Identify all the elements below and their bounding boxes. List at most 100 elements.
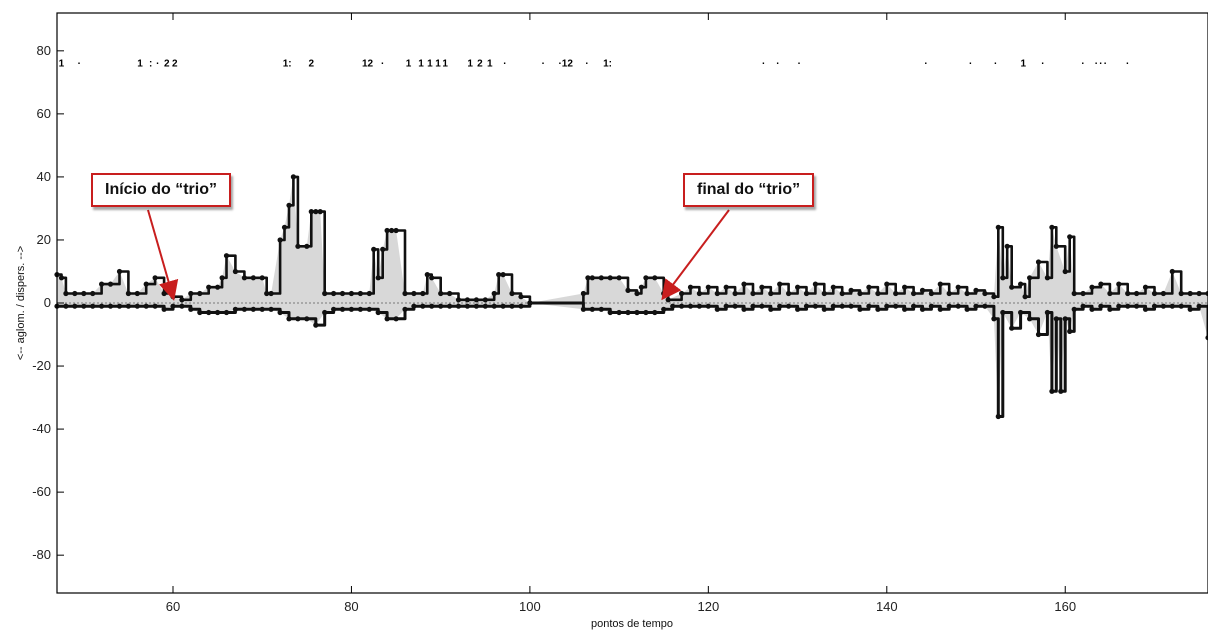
data-point [215,284,221,290]
data-point [259,306,265,312]
data-point [1067,234,1073,240]
data-point [438,290,444,297]
data-point [223,253,230,259]
data-point [63,290,69,297]
data-point [1049,388,1055,394]
data-point [638,284,645,290]
data-point [1125,290,1131,297]
data-point [875,306,881,312]
data-point [331,306,337,312]
data-point [331,290,337,297]
data-point [286,202,292,208]
data-point [1053,243,1059,249]
data-point [982,290,988,297]
data-point [179,303,185,309]
data-point [107,281,114,287]
data-point [995,224,1001,230]
data-point [973,303,979,309]
data-point [741,306,747,312]
data-point [496,272,502,278]
data-point [429,275,435,281]
data-point [125,303,131,309]
top-mark-label: · [1104,58,1107,69]
data-point [625,287,631,293]
data-point [625,309,631,316]
data-point [197,309,203,316]
data-point [1000,309,1006,316]
data-point [911,303,917,309]
data-point [1205,335,1208,341]
data-point [643,309,649,316]
data-point [304,243,310,249]
data-point [81,290,87,297]
data-point [964,306,970,312]
top-mark-label: · [381,58,384,69]
data-point [232,306,238,312]
data-point [616,309,622,316]
y-tick-label: 80 [37,43,51,58]
data-point [308,209,314,215]
data-point [652,275,658,281]
data-point [732,303,738,309]
top-mark-label: · [1081,58,1084,69]
data-point [223,309,230,316]
data-point [482,303,488,309]
data-point [1178,303,1184,309]
data-point [1098,303,1104,309]
top-mark-label: 1 [1021,58,1027,69]
series-line-lower [57,301,1208,418]
data-point [830,284,836,290]
data-point [1035,331,1042,338]
data-point [679,290,685,297]
top-mark-label: 1 [427,58,433,69]
data-point [812,281,819,287]
data-point [937,281,943,287]
data-point [455,303,462,309]
data-point [1169,303,1175,309]
annotation-arrows [147,209,730,301]
y-tick-label: 0 [44,295,51,310]
data-point [955,284,961,290]
data-point [286,316,292,322]
data-point [304,316,310,322]
data-point [991,316,997,322]
data-point [598,275,604,281]
top-mark-label: · [994,58,997,69]
data-point [116,303,123,309]
data-point [518,303,524,309]
top-mark-label: : [149,58,152,69]
data-point [946,303,952,309]
x-tick-label: 120 [697,599,719,614]
data-point [482,297,488,303]
data-point [509,290,515,297]
data-point [1160,303,1166,309]
data-point [866,284,872,290]
data-point [188,290,194,297]
top-mark-label: · [1099,58,1102,69]
data-point [759,303,765,309]
top-mark-label: · [542,58,545,69]
data-point [661,306,667,312]
data-point [875,290,881,297]
data-point [402,306,408,312]
data-point [143,303,149,309]
data-point [777,303,783,309]
data-point [1004,243,1010,249]
data-point [518,294,524,300]
top-mark-label: · [798,58,801,69]
data-point [1067,328,1073,334]
data-point [152,303,158,309]
top-mark-label: 2 [477,58,483,69]
top-mark-label: 1: [603,58,612,69]
data-point [420,290,426,297]
top-mark-label: · [762,58,765,69]
data-point [1142,306,1149,312]
data-point [90,290,96,297]
data-point [982,303,988,309]
data-point [99,281,105,287]
data-point [1044,309,1050,316]
data-point [670,303,676,309]
data-point [919,287,926,293]
data-point [411,290,417,297]
data-point [420,303,426,309]
